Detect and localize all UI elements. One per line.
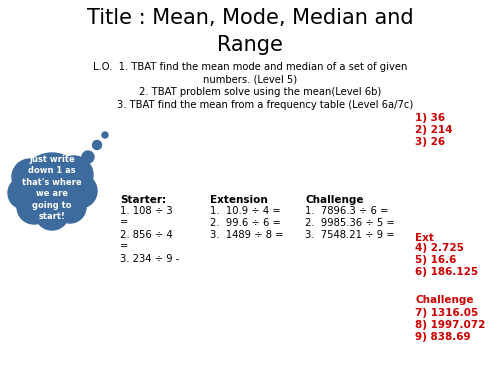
Text: 3) 26: 3) 26 — [415, 137, 445, 147]
Text: 5) 16.6: 5) 16.6 — [415, 255, 457, 265]
Text: 8) 1997.072: 8) 1997.072 — [415, 320, 486, 330]
Circle shape — [55, 156, 93, 194]
Text: numbers. (Level 5): numbers. (Level 5) — [203, 74, 297, 84]
Text: 7) 1316.05: 7) 1316.05 — [415, 308, 478, 318]
Text: 3.  1489 ÷ 8 =: 3. 1489 ÷ 8 = — [210, 230, 284, 240]
Circle shape — [12, 159, 48, 195]
Text: Challenge: Challenge — [415, 295, 474, 305]
Text: 1.  7896.3 ÷ 6 =: 1. 7896.3 ÷ 6 = — [305, 206, 388, 216]
Circle shape — [82, 151, 94, 163]
Text: Challenge: Challenge — [305, 195, 364, 205]
Text: 2. 856 ÷ 4: 2. 856 ÷ 4 — [120, 230, 173, 240]
Circle shape — [92, 141, 102, 150]
Text: 6) 186.125: 6) 186.125 — [415, 267, 478, 277]
Circle shape — [35, 196, 69, 230]
Text: 2.  9985.36 ÷ 5 =: 2. 9985.36 ÷ 5 = — [305, 217, 395, 228]
Circle shape — [17, 190, 51, 224]
Text: Range: Range — [217, 35, 283, 55]
Text: 1. 108 ÷ 3: 1. 108 ÷ 3 — [120, 206, 172, 216]
Text: L.O.  1. TBAT find the mean mode and median of a set of given: L.O. 1. TBAT find the mean mode and medi… — [93, 62, 407, 72]
Text: 2. TBAT problem solve using the mean(Level 6b): 2. TBAT problem solve using the mean(Lev… — [139, 87, 381, 97]
Text: =: = — [120, 217, 128, 228]
Text: =: = — [120, 242, 128, 252]
Circle shape — [20, 153, 84, 217]
Text: 1) 36: 1) 36 — [415, 113, 445, 123]
Text: 2.  99.6 ÷ 6 =: 2. 99.6 ÷ 6 = — [210, 217, 281, 228]
Text: Ext: Ext — [415, 233, 434, 243]
Text: 2) 214: 2) 214 — [415, 125, 453, 135]
Circle shape — [102, 132, 108, 138]
Text: 3. TBAT find the mean from a frequency table (Level 6a/7c): 3. TBAT find the mean from a frequency t… — [117, 100, 413, 110]
Text: Starter:: Starter: — [120, 195, 166, 205]
Text: Extension: Extension — [210, 195, 268, 205]
Text: 3. 234 ÷ 9 -: 3. 234 ÷ 9 - — [120, 254, 180, 264]
Text: 9) 838.69: 9) 838.69 — [415, 332, 470, 342]
Text: Title : Mean, Mode, Median and: Title : Mean, Mode, Median and — [86, 8, 413, 28]
Circle shape — [54, 191, 86, 223]
Text: Just write
down 1 as
that's where
we are
going to
start!: Just write down 1 as that's where we are… — [22, 155, 82, 221]
Text: 1.  10.9 ÷ 4 =: 1. 10.9 ÷ 4 = — [210, 206, 280, 216]
Circle shape — [8, 177, 40, 209]
Text: 4) 2.725: 4) 2.725 — [415, 243, 464, 253]
Text: 3.  7548.21 ÷ 9 =: 3. 7548.21 ÷ 9 = — [305, 230, 394, 240]
Circle shape — [63, 174, 97, 208]
